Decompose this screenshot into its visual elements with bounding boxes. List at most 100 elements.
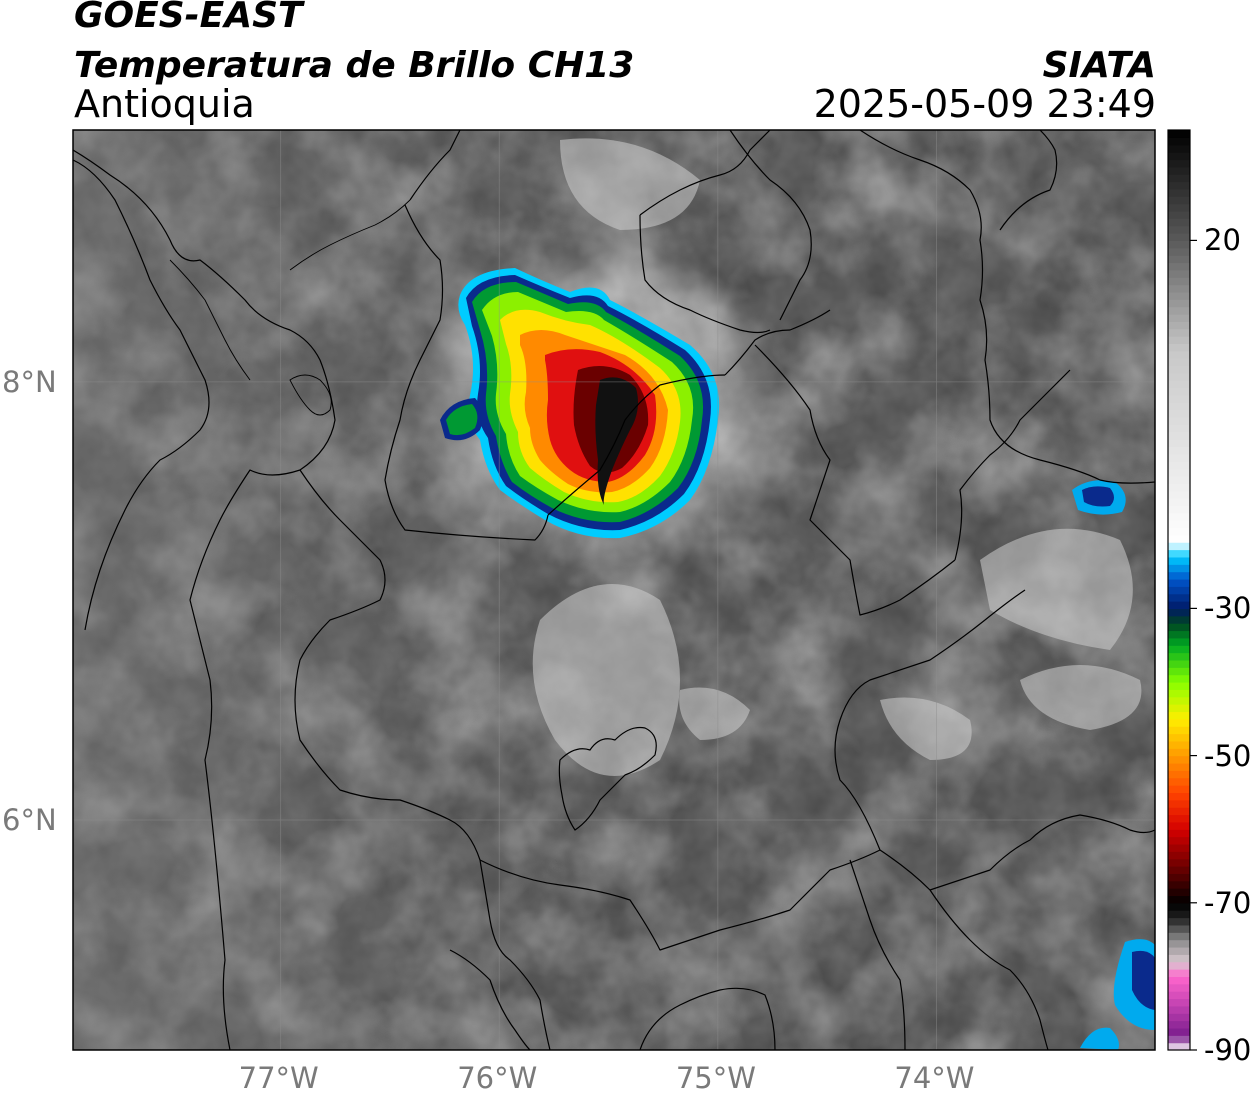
colorbar-band [1168, 321, 1190, 330]
colorbar-band [1168, 365, 1190, 374]
colorbar-band [1168, 203, 1190, 212]
colorbar-band [1168, 527, 1190, 536]
colorbar-tick-label: -50 [1204, 738, 1252, 773]
title-satellite: GOES-EAST [74, 0, 303, 36]
colorbar-band [1168, 431, 1190, 440]
lon-tick-label: 74°W [894, 1061, 975, 1095]
colorbar-band [1168, 755, 1190, 764]
colorbar-band [1168, 542, 1190, 551]
colorbar-band [1168, 475, 1190, 484]
colorbar-band [1168, 549, 1190, 558]
colorbar-band [1168, 394, 1190, 403]
colorbar-band [1168, 461, 1190, 470]
colorbar-band [1168, 954, 1190, 963]
coastline [169, 199, 411, 416]
colorbar-band [1168, 218, 1190, 227]
colorbar-band [1168, 932, 1190, 941]
colorbar-band [1168, 645, 1190, 654]
colorbar-tick-label: 20 [1204, 223, 1241, 258]
colorbar-band [1168, 306, 1190, 315]
colorbar-band [1168, 961, 1190, 970]
colorbar-band [1168, 144, 1190, 153]
colorbar-band [1168, 873, 1190, 882]
colorbar-band [1168, 299, 1190, 308]
colorbar-band [1168, 130, 1190, 138]
colorbar-band [1168, 1013, 1190, 1022]
storm-cell [410, 240, 1155, 1050]
colorbar-band [1168, 490, 1190, 499]
colorbar-band [1168, 586, 1190, 595]
lowland-shade [73, 130, 543, 1050]
bright-cloud-patches [532, 138, 1142, 776]
colorbar-band [1168, 718, 1190, 727]
colorbar-band [1168, 895, 1190, 904]
title-product: Temperatura de Brillo CH13 [74, 45, 635, 86]
colorbar-band [1168, 689, 1190, 698]
colorbar-band [1168, 939, 1190, 948]
colorbar-band [1168, 748, 1190, 757]
colorbar-band [1168, 578, 1190, 587]
map-area [73, 130, 1155, 1050]
colorbar-band [1168, 858, 1190, 867]
colorbar-band [1168, 1020, 1190, 1029]
colorbar-band [1168, 821, 1190, 830]
colorbar-band [1168, 498, 1190, 506]
lon-tick-label: 76°W [457, 1061, 538, 1095]
colorbar-band [1168, 343, 1190, 352]
colorbar-band [1168, 137, 1190, 146]
colorbar-band [1168, 983, 1190, 992]
lon-tick-label: 77°W [238, 1061, 319, 1095]
colorbar-band [1168, 402, 1190, 411]
colorbar-band [1168, 777, 1190, 786]
colorbar-band [1168, 534, 1190, 543]
colorbar-band [1168, 424, 1190, 433]
colorbar-band [1168, 314, 1190, 322]
colorbar-band [1168, 917, 1190, 926]
colorbar-band [1168, 380, 1190, 389]
colorbar-band [1168, 843, 1190, 852]
colorbar-band [1168, 659, 1190, 668]
colorbar-band [1168, 998, 1190, 1007]
colorbar-band [1168, 564, 1190, 573]
colorbar-band [1168, 601, 1190, 609]
colorbar-band [1168, 350, 1190, 359]
colorbar-band [1168, 409, 1190, 418]
colorbar-band [1168, 1042, 1190, 1051]
colorbar-band [1168, 446, 1190, 455]
colorbar-band [1168, 924, 1190, 933]
colorbar-band [1168, 1005, 1190, 1014]
colorbar-band [1168, 991, 1190, 1000]
colorbar-band [1168, 468, 1190, 477]
colorbar-band [1168, 637, 1190, 646]
colorbar-band [1168, 762, 1190, 771]
colorbar-band [1168, 630, 1190, 639]
colorbar-band [1168, 851, 1190, 860]
colorbar-band [1168, 674, 1190, 683]
colorbar-band [1168, 910, 1190, 919]
lat-tick-label: 8°N [2, 364, 57, 399]
colorbar-band [1168, 571, 1190, 580]
colorbar-band [1168, 233, 1190, 241]
colorbar-bands [1168, 130, 1190, 1051]
colorbar-band [1168, 291, 1190, 300]
colorbar-band [1168, 593, 1190, 602]
lon-tick-label: 75°W [675, 1061, 756, 1095]
colorbar-band [1168, 726, 1190, 735]
datetime-label: 2025-05-09 23:49 [813, 82, 1156, 126]
colorbar-band [1168, 240, 1190, 249]
colorbar-band [1168, 696, 1190, 705]
colorbar-band [1168, 512, 1190, 521]
colorbar-band [1168, 255, 1190, 264]
colorbar-band [1168, 210, 1190, 219]
colorbar-band [1168, 336, 1190, 345]
colorbar-ticks [1190, 239, 1197, 1051]
map-frame [72, 129, 1156, 1051]
gridlines [73, 130, 1155, 1050]
subtitle-region: Antioquia [74, 82, 255, 126]
colorbar-band [1168, 902, 1190, 911]
colorbar-band [1168, 946, 1190, 955]
colorbar-band [1168, 152, 1190, 161]
colorbar-band [1168, 505, 1190, 514]
colorbar-band [1168, 667, 1190, 676]
colorbar-band [1168, 225, 1190, 234]
